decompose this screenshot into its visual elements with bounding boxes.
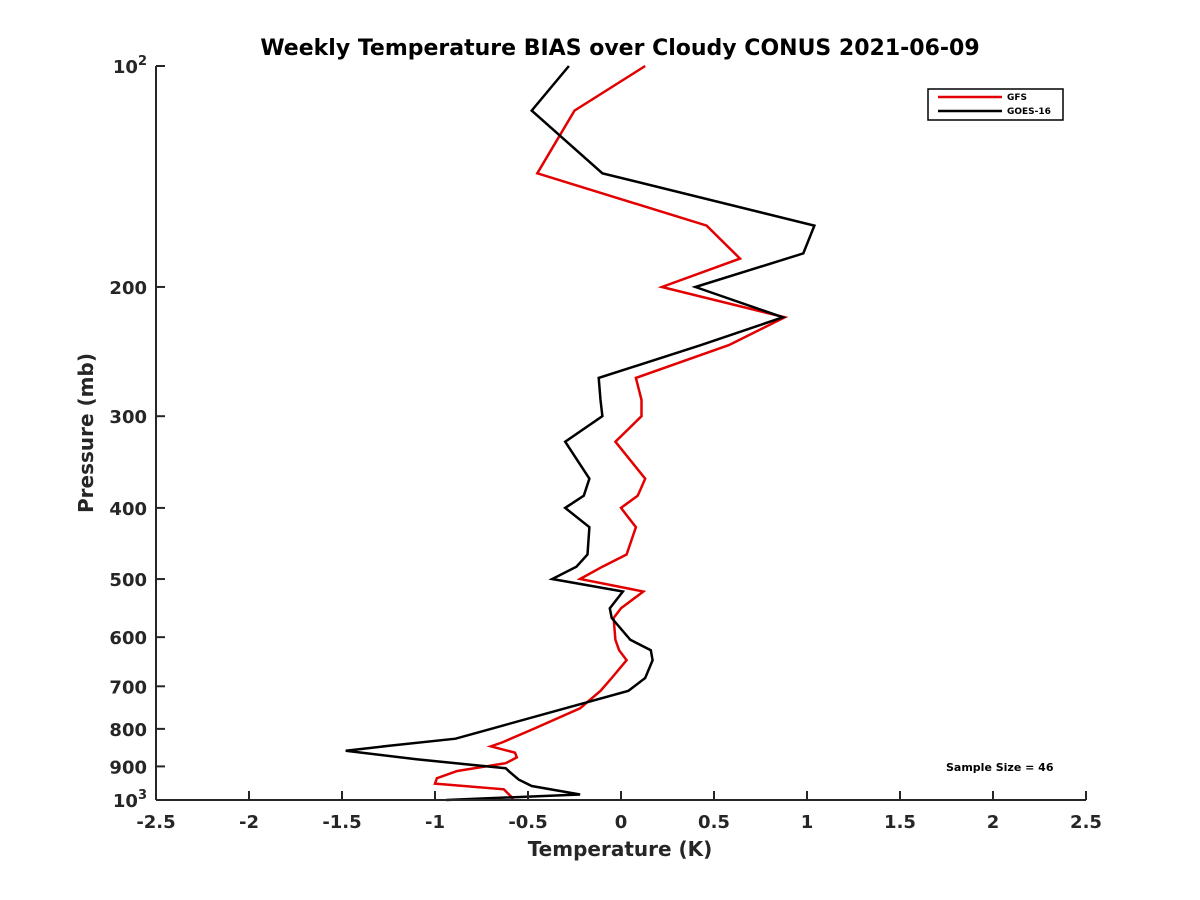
y-tick-label: 102 — [113, 54, 147, 78]
series-line-goes16 — [345, 65, 817, 802]
sample-size-annotation: Sample Size = 46 — [946, 761, 1054, 774]
x-axis-ticks: -2.5 -2 -1.5 -1 -0.5 0 0.5 1 1.5 2 2.5 — [136, 791, 1102, 833]
y-tick-label: 103 — [113, 788, 147, 812]
x-tick-label: 1.5 — [884, 812, 916, 833]
series-lines — [345, 64, 817, 802]
x-tick-label: 0 — [615, 812, 628, 833]
x-tick-label: -1 — [425, 812, 445, 833]
legend-box — [927, 88, 1064, 121]
x-tick-label: 2 — [987, 812, 1000, 833]
x-tick-label: -0.5 — [508, 812, 547, 833]
series-line-gfs — [433, 64, 789, 801]
legend-label-gfs: GFS — [1007, 93, 1027, 103]
y-tick-label: 500 — [109, 570, 147, 591]
y-tick-label: 700 — [109, 677, 147, 698]
y-axis-ticks: 102 200 300 400 500 600 700 800 900 103 — [109, 54, 165, 812]
y-tick-label: 600 — [109, 628, 147, 649]
x-axis-label: Temperature (K) — [528, 837, 713, 861]
y-tick-label: 200 — [109, 278, 147, 299]
y-axis-label: Pressure (mb) — [74, 353, 98, 513]
x-tick-label: -2 — [239, 812, 259, 833]
x-tick-label: -2.5 — [136, 812, 175, 833]
y-tick-label: 800 — [109, 720, 147, 741]
y-tick-label: 300 — [109, 407, 147, 428]
x-tick-label: -1.5 — [322, 812, 361, 833]
y-tick-label: 400 — [109, 499, 147, 520]
legend: GFS GOES-16 — [927, 88, 1064, 121]
chart-title: Weekly Temperature BIAS over Cloudy CONU… — [260, 36, 979, 61]
x-tick-label: 0.5 — [698, 812, 730, 833]
legend-label-goes16: GOES-16 — [1007, 107, 1051, 117]
x-tick-label: 2.5 — [1070, 812, 1102, 833]
y-tick-label: 900 — [109, 757, 147, 778]
x-tick-label: 1 — [801, 812, 814, 833]
